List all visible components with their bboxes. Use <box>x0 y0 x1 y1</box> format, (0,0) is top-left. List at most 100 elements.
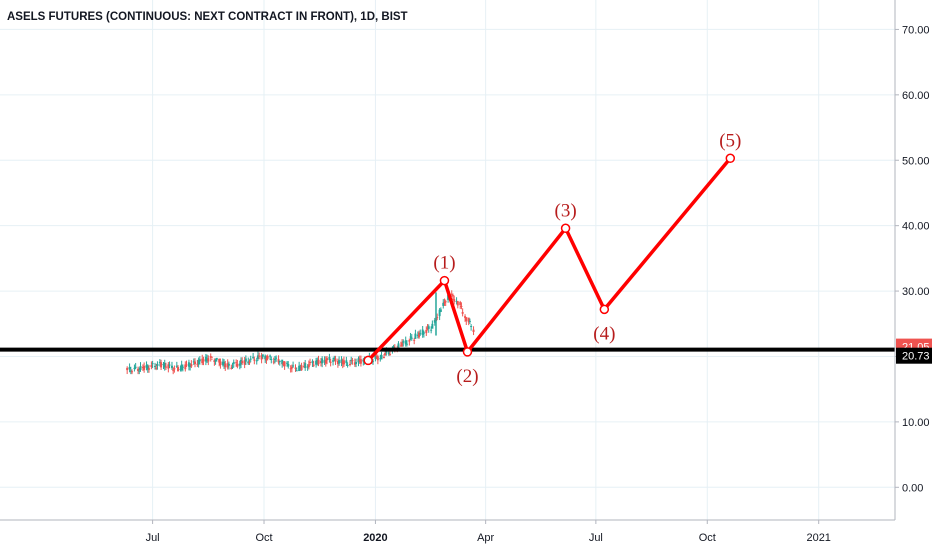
candle-body <box>472 329 475 332</box>
candle-body <box>185 364 188 366</box>
candle-body <box>312 364 315 366</box>
candle-body <box>192 361 195 363</box>
candle-body <box>209 356 212 358</box>
candle-body <box>175 365 178 367</box>
candle-body <box>290 366 293 369</box>
candle-body <box>451 295 454 297</box>
candle-body <box>261 354 264 357</box>
candle-body <box>179 368 182 370</box>
candle-body <box>315 360 318 365</box>
candle-body <box>409 336 412 338</box>
candle-body <box>422 332 425 334</box>
candle-body <box>196 363 199 365</box>
candle-body <box>258 355 261 357</box>
candle-body <box>443 302 446 304</box>
candle-body <box>218 358 221 363</box>
candle-body <box>170 365 173 368</box>
candle-body <box>281 359 284 365</box>
candle-body <box>252 356 255 358</box>
candle-body <box>255 360 258 362</box>
wave-label: (2) <box>456 366 478 387</box>
candle-body <box>382 356 385 359</box>
price-candles <box>126 290 475 375</box>
candle-body <box>201 358 204 364</box>
grid <box>0 0 895 520</box>
candle-body <box>402 341 405 343</box>
candle-body <box>349 364 352 366</box>
candle-body <box>141 366 144 368</box>
x-tick-label: Apr <box>477 532 494 544</box>
candle-body <box>272 361 275 363</box>
candle-body <box>329 361 332 363</box>
wave-point-marker <box>439 275 450 286</box>
candle-body <box>346 364 349 366</box>
candle-body <box>265 358 268 361</box>
candle-body <box>150 365 153 367</box>
candle-body <box>336 360 339 364</box>
candle-body <box>410 337 413 339</box>
candle-body <box>397 343 400 349</box>
candle-body <box>426 327 429 329</box>
price-badge <box>896 347 932 364</box>
candle-body <box>240 359 243 365</box>
candle-body <box>207 358 210 362</box>
candle-body <box>419 333 422 335</box>
candle-body <box>283 361 286 367</box>
candle-body <box>158 361 161 363</box>
candle-body <box>444 301 447 303</box>
candle-body <box>465 317 468 322</box>
candle-body <box>413 339 416 341</box>
candle-body <box>392 346 395 348</box>
candle-body <box>299 367 302 369</box>
candle-body <box>351 360 354 362</box>
candle-body <box>167 364 170 369</box>
y-tick-label: 0.00 <box>902 482 923 494</box>
candle-body <box>269 355 272 357</box>
candle-body <box>430 329 433 331</box>
candle-body <box>376 356 379 361</box>
candle-body <box>450 293 453 295</box>
candle-body <box>160 362 163 368</box>
candle-body <box>230 367 233 369</box>
time-axis[interactable]: Jul Oct 2020 Apr Jul Oct 2021 <box>146 520 831 544</box>
candle-body <box>439 309 442 312</box>
wave-point-marker <box>725 153 736 164</box>
candle-body <box>453 299 456 302</box>
candle-body <box>287 363 290 367</box>
candle-body <box>304 363 307 368</box>
candle-body <box>270 359 273 361</box>
candle-body <box>404 340 407 345</box>
candle-body <box>155 367 158 369</box>
candle-body <box>401 342 404 347</box>
wave-point-marker <box>363 355 373 366</box>
candle-body <box>359 359 362 364</box>
candle-body <box>277 359 280 363</box>
candle-body <box>129 370 132 372</box>
candle-body <box>302 365 305 367</box>
price-badge-label: 20.73 <box>902 351 930 363</box>
candle-body <box>248 361 251 364</box>
candle-body <box>334 358 337 362</box>
candle-body <box>408 340 411 342</box>
candle-body <box>198 359 201 362</box>
candle-body <box>380 355 383 360</box>
candle-body <box>414 333 417 339</box>
candle-body <box>238 363 241 366</box>
candle-body <box>455 300 458 302</box>
candle-body <box>164 366 167 368</box>
candle-body <box>342 360 345 365</box>
wave-point-marker <box>599 304 610 315</box>
wave-line <box>366 157 732 362</box>
candle-body <box>168 364 171 366</box>
candle-body <box>221 361 224 365</box>
candle-body <box>131 371 134 373</box>
candle-body <box>311 361 314 364</box>
candle-body <box>372 360 375 362</box>
candle-body <box>306 366 309 368</box>
candle-body <box>215 357 218 360</box>
candle-body <box>350 359 353 362</box>
x-tick-label: 2020 <box>363 532 387 544</box>
candle-body <box>275 357 278 359</box>
